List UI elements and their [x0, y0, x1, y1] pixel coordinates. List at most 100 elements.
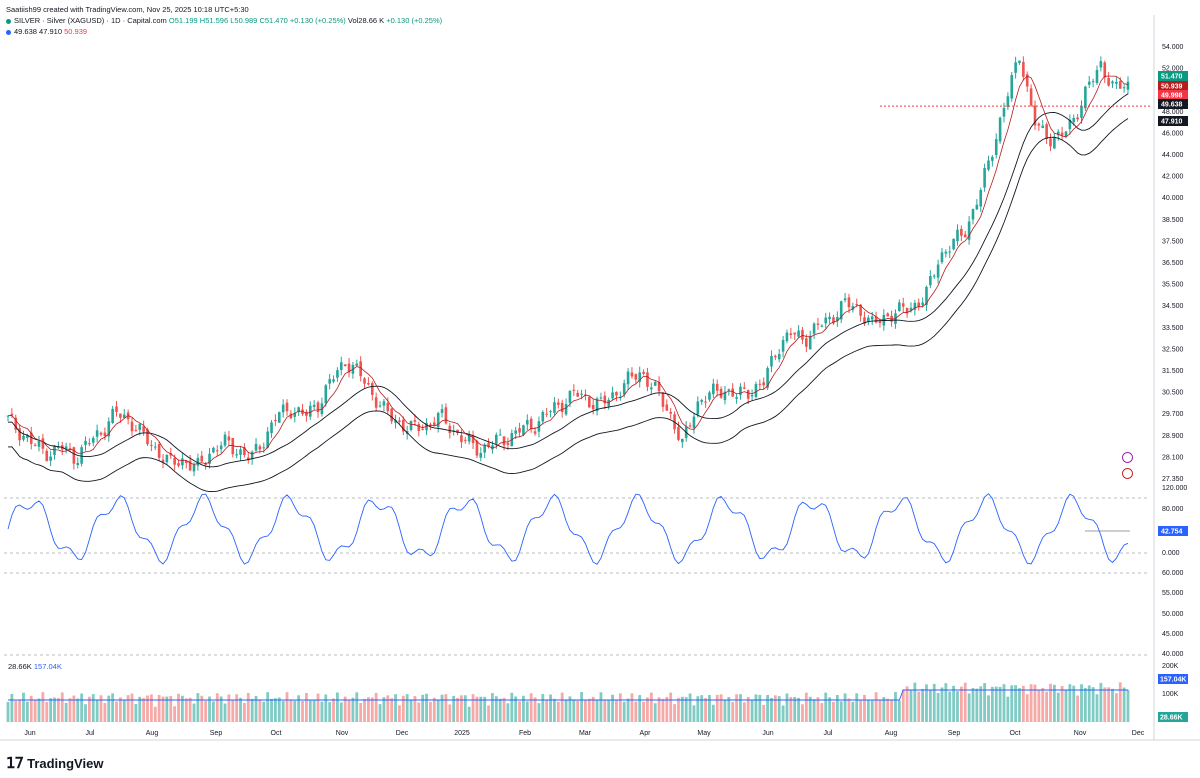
- candle-body: [91, 437, 95, 443]
- candle-body: [878, 320, 882, 323]
- candle-body: [76, 463, 80, 466]
- low-value: L50.989: [230, 16, 258, 25]
- volume-bar: [1052, 684, 1056, 722]
- volume-bar: [607, 700, 611, 722]
- price-tag: [1158, 90, 1188, 100]
- candle-body: [243, 447, 246, 456]
- candle-body: [1041, 125, 1045, 129]
- candle-body: [1014, 62, 1017, 73]
- candle-body: [10, 413, 14, 416]
- candle-body: [227, 436, 231, 441]
- candle-body: [642, 371, 645, 374]
- candle-body: [874, 316, 878, 323]
- open-value: O51.199: [168, 16, 198, 25]
- volume-bar: [1111, 688, 1114, 722]
- volume-bar: [618, 693, 622, 722]
- volume-bar: [324, 694, 328, 722]
- change-value: +0.130 (+0.25%): [289, 16, 346, 25]
- candle-body: [293, 412, 297, 417]
- candle-body: [762, 382, 766, 386]
- volume-bar: [359, 703, 363, 722]
- candle-body: [161, 459, 165, 463]
- candle-body: [595, 398, 599, 412]
- candle-body: [855, 304, 859, 306]
- volume-bar: [925, 684, 928, 722]
- candle-body: [991, 156, 994, 161]
- candle-body: [312, 404, 316, 407]
- oscillator-tag: [1158, 526, 1188, 536]
- time-tick-label: Apr: [640, 730, 652, 737]
- candle-body: [483, 444, 486, 453]
- candle-body: [401, 419, 405, 432]
- volume-bar: [157, 694, 161, 722]
- candle-body: [971, 209, 975, 220]
- flag-icon[interactable]: [1122, 468, 1133, 479]
- volume-bar: [1002, 684, 1006, 722]
- candle-body: [549, 411, 552, 413]
- candle-body: [29, 432, 33, 444]
- alert-icon[interactable]: [1122, 452, 1133, 463]
- candle-body: [88, 443, 91, 445]
- volume-bar: [832, 701, 835, 722]
- candle-body: [824, 317, 828, 324]
- candle-body: [479, 452, 483, 458]
- candle-body: [1064, 131, 1068, 137]
- chart-header: Saatiish99 created with TradingView.com,…: [6, 4, 442, 37]
- volume-bar: [529, 693, 533, 722]
- candle-body: [181, 458, 184, 466]
- volume-bar: [897, 700, 901, 722]
- volume-bar: [22, 692, 25, 722]
- price-tick-label: 28.100: [1162, 454, 1184, 461]
- candle-body: [777, 354, 781, 360]
- volume-bar: [231, 699, 235, 722]
- candle-body: [204, 463, 207, 465]
- brand-name: TradingView: [27, 755, 104, 771]
- volume-bar: [382, 697, 386, 722]
- candle-body: [386, 403, 390, 412]
- price-tags-layer: 51.470 50.939 49.998 49.638 47.910 42.754 157.…: [1158, 71, 1188, 722]
- volume-bar: [1049, 683, 1052, 722]
- volume-bar: [118, 697, 122, 722]
- candle-body: [599, 397, 603, 399]
- volume-bar: [177, 693, 180, 722]
- candle-body: [1022, 61, 1025, 77]
- volume-bar: [506, 703, 510, 722]
- volume-bar: [235, 694, 239, 722]
- oscillator-tick-label: 55.000: [1162, 590, 1184, 597]
- candle-body: [715, 383, 719, 391]
- volume-bar: [456, 697, 459, 722]
- candle-body: [719, 388, 723, 398]
- candle-body: [57, 447, 60, 449]
- candle-body: [789, 333, 793, 335]
- volume-bar: [781, 705, 785, 722]
- volume-bar: [440, 694, 444, 722]
- volume-bar: [754, 694, 758, 722]
- time-tick-label: May: [697, 730, 711, 737]
- price-tick-label: 27.350: [1162, 476, 1184, 483]
- candle-body: [231, 438, 235, 455]
- candle-body: [440, 409, 444, 413]
- volume-bar: [766, 694, 769, 722]
- candle-body: [967, 221, 971, 240]
- candle-body: [1084, 86, 1087, 109]
- volume-bar: [421, 694, 425, 722]
- candle-body: [572, 389, 576, 391]
- volume-bar: [219, 696, 223, 722]
- volume-bar: [801, 704, 804, 722]
- candle-body: [588, 396, 591, 408]
- axes-layer: 54.000 52.000 50.000 48.000 46.000 44.000 42.0…: [0, 15, 1200, 741]
- candle-body: [196, 458, 200, 466]
- volume-bar: [793, 696, 797, 722]
- candle-body: [626, 371, 630, 385]
- volume-bar: [417, 702, 421, 722]
- candle-body: [475, 440, 479, 456]
- volume-bar: [250, 698, 254, 722]
- candle-body: [526, 420, 529, 425]
- oscillator-tick-label: 80.000: [1162, 506, 1184, 513]
- candle-body: [471, 435, 475, 444]
- symbol-title[interactable]: SILVER · Silver (XAGUSD) · 1D · Capital.…: [14, 16, 167, 25]
- ma-value-a: 49.638: [14, 27, 37, 36]
- candle-body: [177, 463, 180, 466]
- volume-bar: [1010, 685, 1014, 722]
